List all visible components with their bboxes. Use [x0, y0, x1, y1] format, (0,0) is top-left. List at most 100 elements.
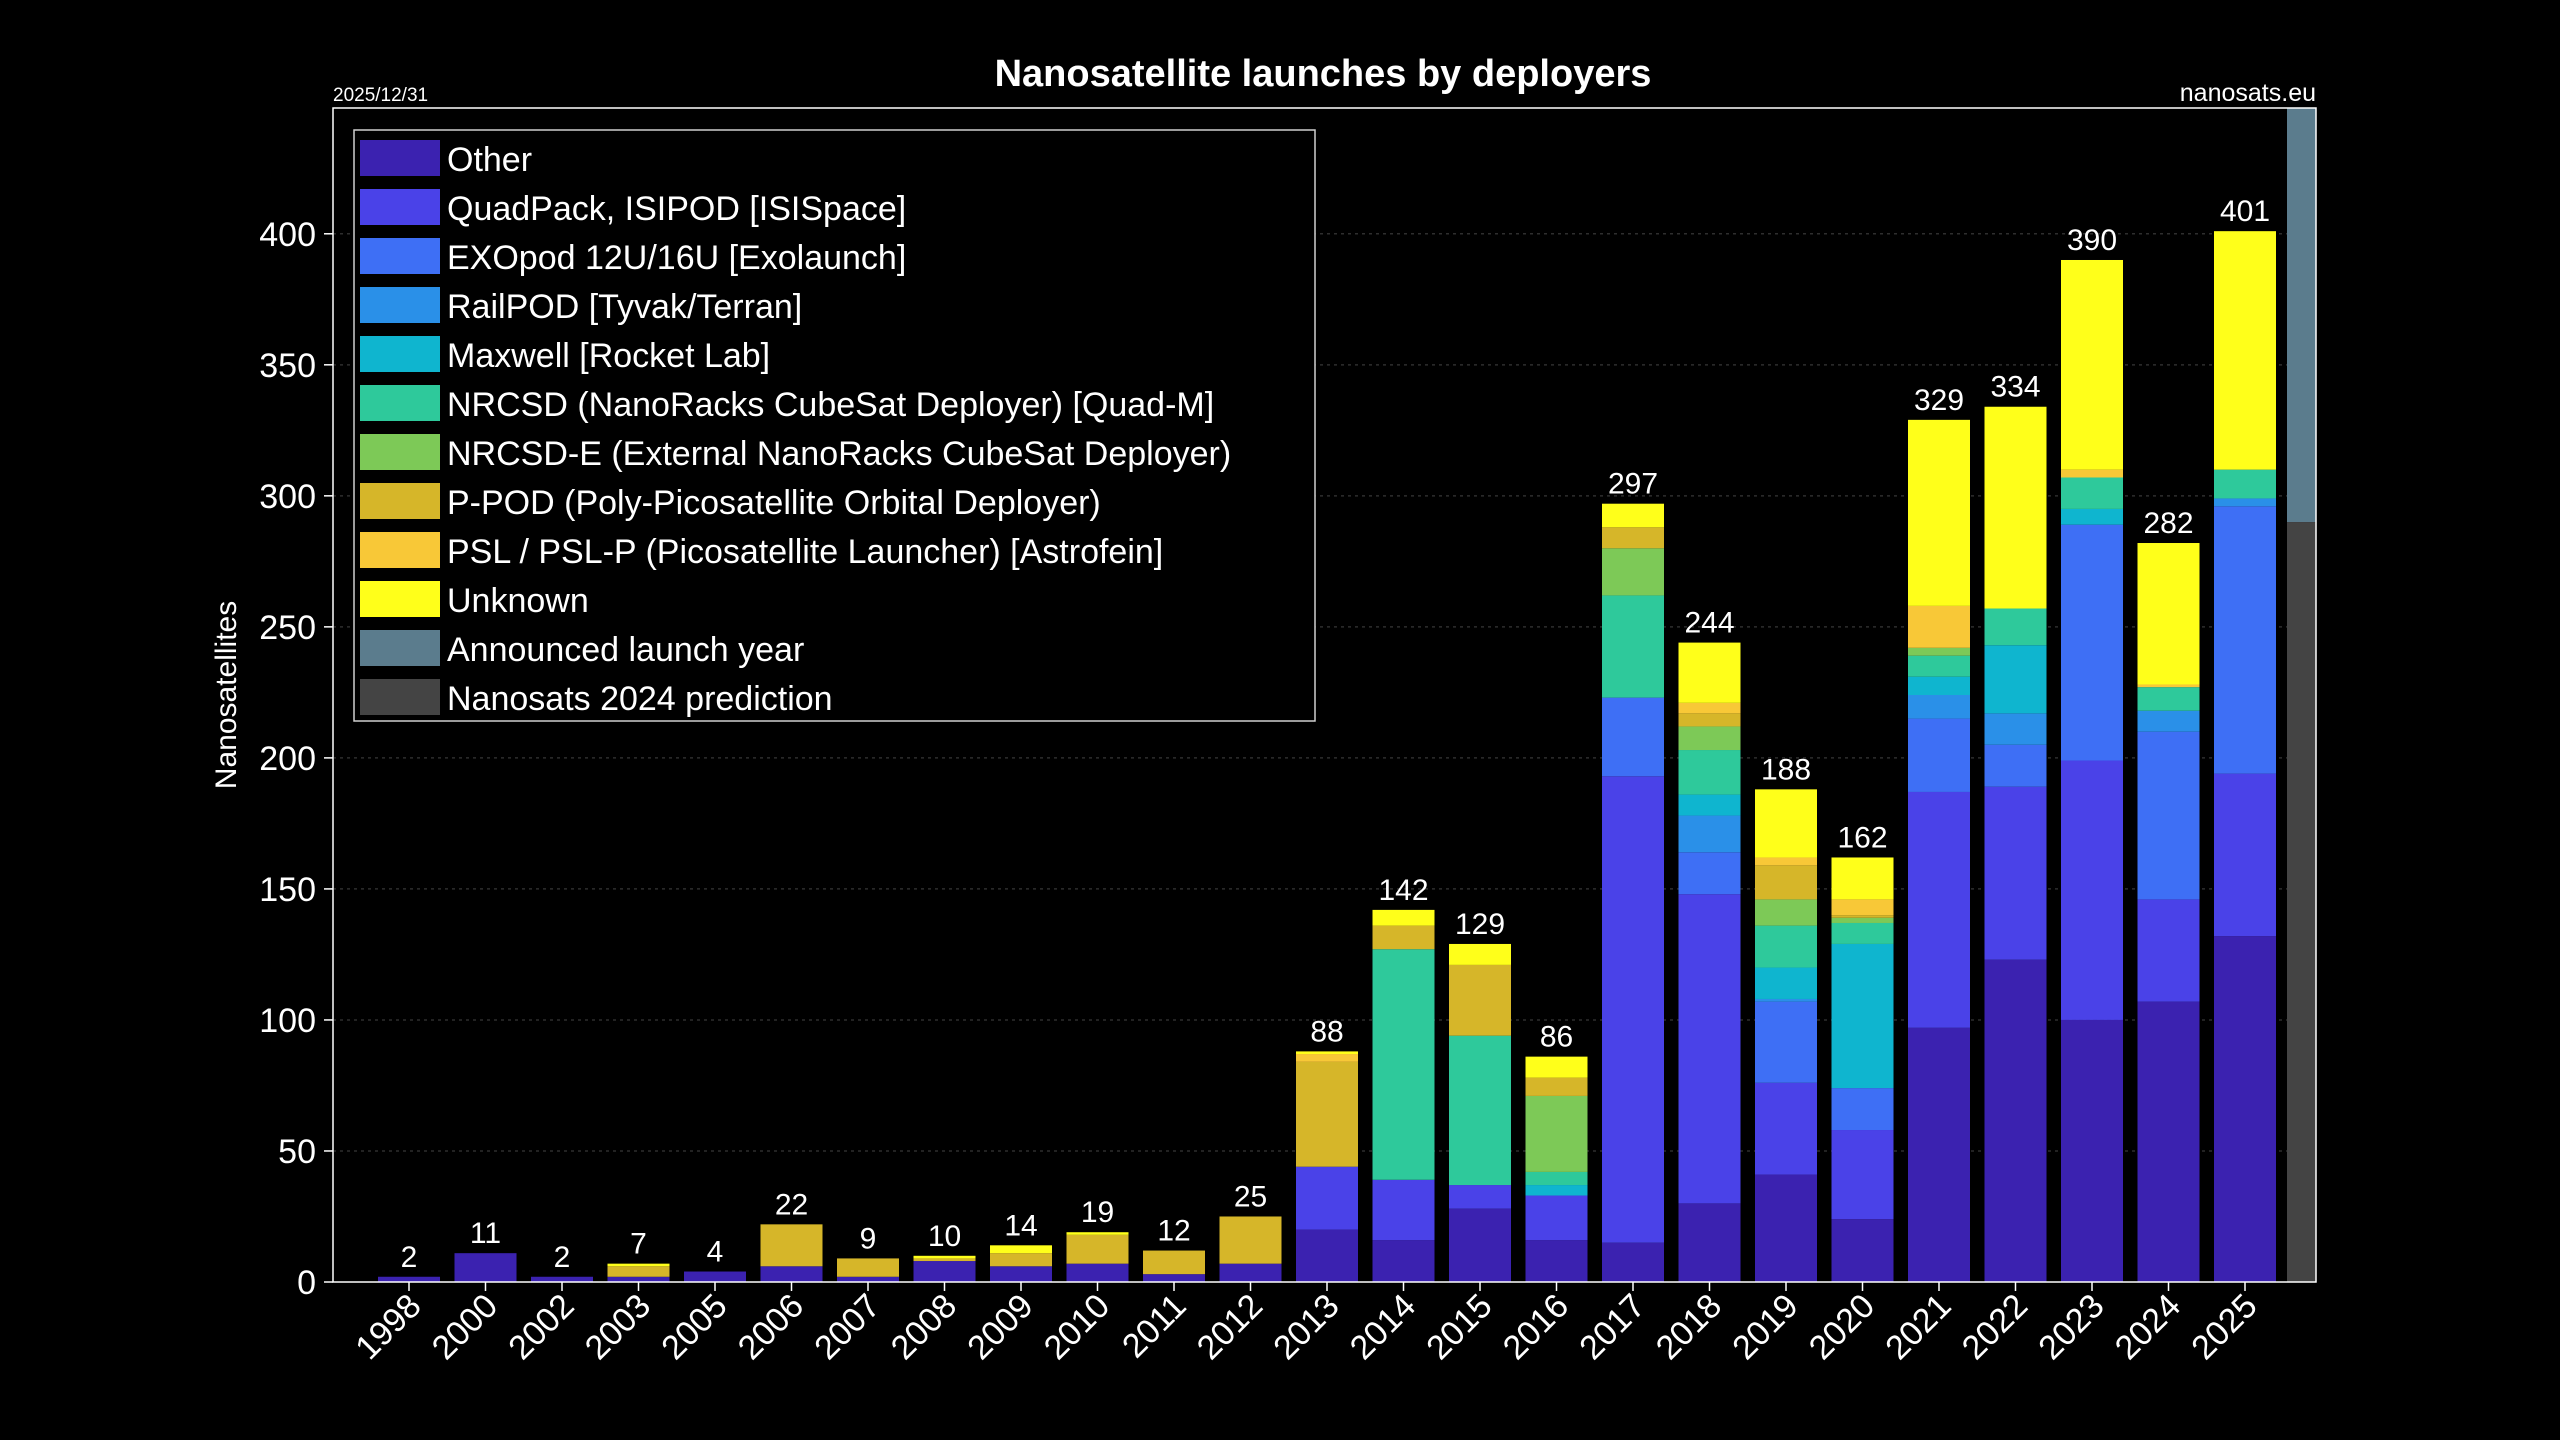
bar-segment — [1219, 1216, 1282, 1264]
bar-segment — [531, 1276, 593, 1282]
bar-segment — [1678, 852, 1741, 895]
bar-segment — [1831, 1130, 1894, 1220]
bar-segment — [1066, 1263, 1129, 1282]
bar-segment — [760, 1266, 823, 1282]
announced-launch-bar — [2287, 108, 2316, 523]
legend-label: Other — [447, 141, 532, 179]
legend-swatch — [360, 483, 440, 519]
bar-segment — [2061, 469, 2123, 478]
bar-segment — [1372, 949, 1435, 1180]
bar-segment — [1678, 894, 1741, 1204]
bar-segment — [1602, 1242, 1664, 1282]
bar-segment — [2214, 506, 2276, 774]
bar-segment — [1602, 776, 1664, 1243]
y-tick-label: 50 — [278, 1133, 316, 1171]
legend-label: Unknown — [447, 582, 589, 620]
bar-segment — [1831, 1219, 1894, 1282]
bar-segment — [1755, 967, 1817, 999]
bar-segment — [1831, 943, 1894, 1089]
bar-segment — [1372, 925, 1435, 950]
bar-segment — [990, 1266, 1052, 1282]
legend-label: QuadPack, ISIPOD [ISISpace] — [447, 190, 906, 228]
bar-segment — [1143, 1250, 1205, 1275]
bar-segment — [1908, 791, 1970, 1028]
bar-segment — [1831, 917, 1894, 923]
bar-total-label: 7 — [630, 1228, 647, 1261]
bar-segment — [607, 1266, 670, 1277]
bar-total-label: 297 — [1608, 468, 1658, 501]
bar-segment — [1066, 1232, 1129, 1235]
bar-total-label: 14 — [1004, 1209, 1037, 1242]
bar-segment — [1525, 1185, 1588, 1196]
bar-segment — [1525, 1095, 1588, 1172]
bar-segment — [1372, 909, 1435, 926]
bar-segment — [1296, 1061, 1358, 1167]
bar-segment — [1984, 645, 2047, 714]
bar-segment — [1984, 744, 2047, 787]
bar-segment — [1296, 1229, 1358, 1282]
bar-segment — [2214, 498, 2276, 507]
bar-segment — [1602, 503, 1664, 528]
bar-segment — [1372, 1179, 1435, 1241]
bar-segment — [1908, 1027, 1970, 1282]
y-axis-label: Nanosatellites — [210, 601, 243, 789]
bar-segment — [2061, 760, 2123, 1020]
bar-total-label: 12 — [1157, 1215, 1190, 1248]
legend-label: NRCSD (NanoRacks CubeSat Deployer) [Quad… — [447, 386, 1214, 424]
bar-segment — [1831, 899, 1894, 916]
chart-title: Nanosatellite launches by deployers — [995, 53, 1652, 95]
legend-label: EXOpod 12U/16U [Exolaunch] — [447, 239, 906, 277]
bar-segment — [2061, 477, 2123, 509]
bar-segment — [2061, 1019, 2123, 1282]
bar-segment — [1755, 1082, 1817, 1175]
bar-total-label: 10 — [928, 1220, 961, 1253]
bar-total-label: 25 — [1234, 1180, 1267, 1213]
bar-segment — [1602, 697, 1664, 777]
bar-segment — [1831, 857, 1894, 900]
bar-segment — [913, 1255, 976, 1259]
bar-segment — [1908, 647, 1970, 656]
bar-segment — [2137, 899, 2200, 1002]
bar-total-label: 11 — [470, 1217, 501, 1250]
bar-total-label: 2 — [401, 1241, 418, 1274]
legend-swatch — [360, 532, 440, 568]
bar-segment — [1678, 726, 1741, 751]
bar-total-label: 9 — [860, 1222, 877, 1255]
bar-segment — [1525, 1171, 1588, 1186]
legend-swatch — [360, 140, 440, 176]
y-tick-label: 350 — [259, 347, 316, 385]
bar-segment — [2137, 710, 2200, 732]
legend-label: Announced launch year — [447, 631, 804, 669]
bar-segment — [607, 1276, 670, 1282]
bar-segment — [1143, 1274, 1205, 1282]
bar-segment — [1831, 922, 1894, 944]
y-tick-label: 400 — [259, 216, 316, 254]
y-tick-label: 150 — [259, 871, 316, 909]
bar-total-label: 2 — [554, 1241, 571, 1274]
bar-segment — [1908, 695, 1970, 719]
bar-segment — [1755, 998, 1817, 1002]
bar-segment — [1755, 857, 1817, 866]
bar-total-label: 162 — [1837, 821, 1887, 854]
legend-swatch — [360, 189, 440, 225]
legend-label: Nanosats 2024 prediction — [447, 680, 833, 718]
legend-swatch — [360, 287, 440, 323]
bar-segment — [2214, 936, 2276, 1282]
bar-segment — [1449, 964, 1511, 1036]
bar-segment — [1449, 1208, 1511, 1282]
bar-total-label: 4 — [707, 1236, 724, 1269]
bar-segment — [1602, 548, 1664, 596]
legend-swatch — [360, 238, 440, 274]
bar-total-label: 19 — [1081, 1196, 1114, 1229]
bar-segment — [1525, 1056, 1588, 1078]
bar-segment — [1831, 915, 1894, 918]
bar-segment — [1449, 1035, 1511, 1186]
bar-total-label: 142 — [1378, 874, 1428, 907]
bar-segment — [2214, 231, 2276, 470]
y-tick-label: 250 — [259, 609, 316, 647]
bars: 2 11 2 7 4 22 9 10 14 19 12 25 88 142 129 86 297 244 188 16… — [378, 195, 2276, 1282]
bar-segment — [1525, 1240, 1588, 1282]
bar-total-label: 390 — [2067, 224, 2117, 257]
legend-box — [353, 129, 1316, 722]
